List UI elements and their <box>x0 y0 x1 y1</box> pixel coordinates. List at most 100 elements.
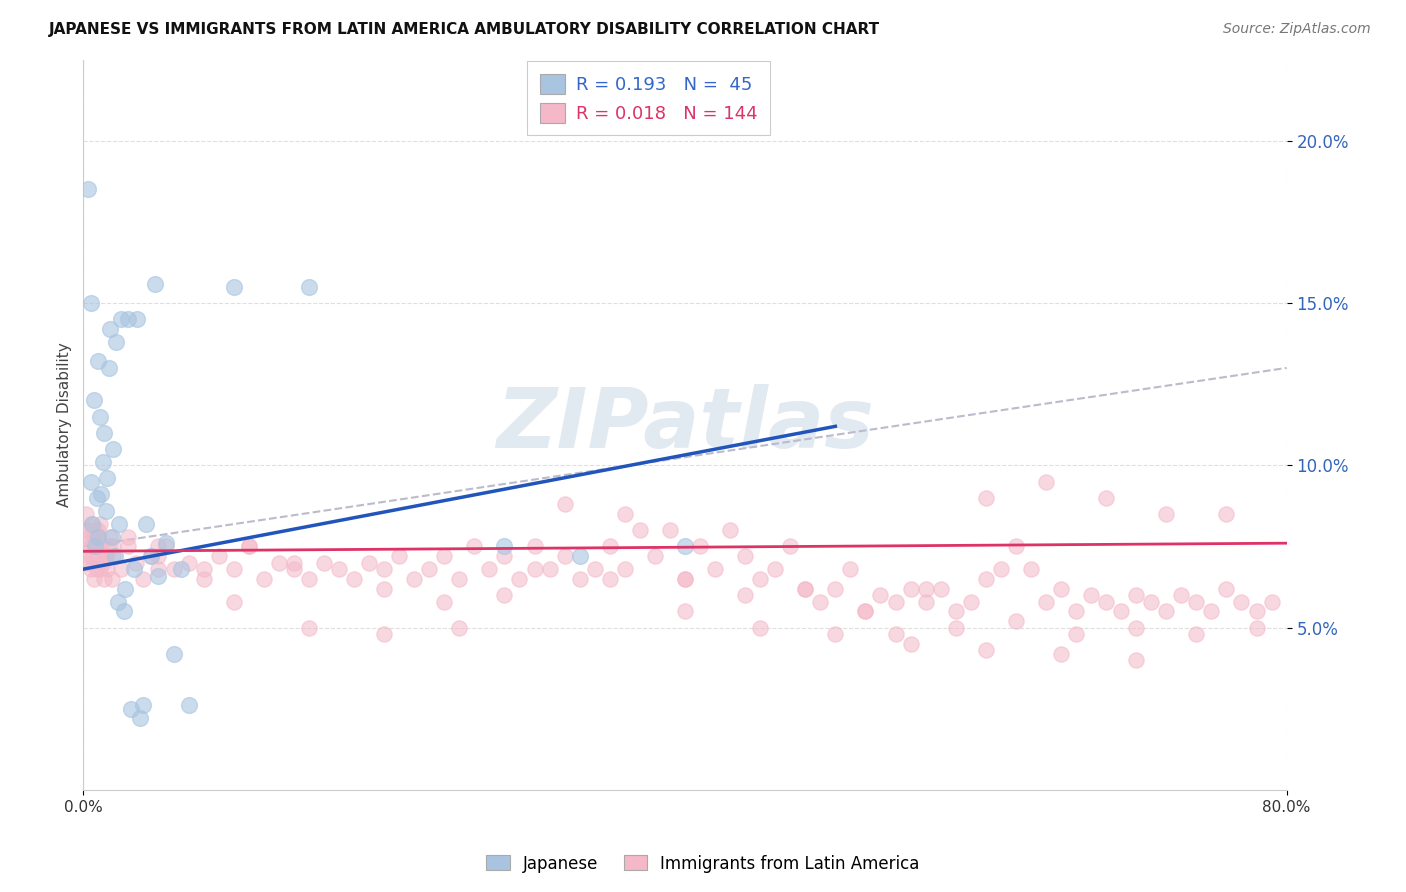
Point <box>824 582 846 596</box>
Point <box>127 312 149 326</box>
Point <box>124 562 146 576</box>
Point <box>84 540 107 554</box>
Point <box>132 572 155 586</box>
Point <box>974 572 997 586</box>
Point <box>959 594 981 608</box>
Point <box>101 530 124 544</box>
Point <box>1035 594 1057 608</box>
Point <box>93 425 115 440</box>
Point <box>298 621 321 635</box>
Point <box>945 621 967 635</box>
Point <box>80 475 103 489</box>
Point <box>80 562 103 576</box>
Point <box>148 562 170 576</box>
Point <box>253 572 276 586</box>
Point <box>87 523 110 537</box>
Point <box>478 562 501 576</box>
Point <box>900 582 922 596</box>
Point <box>83 530 105 544</box>
Point <box>96 562 118 576</box>
Point <box>76 556 98 570</box>
Point <box>1109 604 1132 618</box>
Point <box>855 604 877 618</box>
Point <box>208 549 231 563</box>
Point <box>79 549 101 563</box>
Point <box>749 621 772 635</box>
Point <box>494 588 516 602</box>
Point <box>929 582 952 596</box>
Point <box>1185 627 1208 641</box>
Point <box>120 702 142 716</box>
Point <box>1125 653 1147 667</box>
Point <box>1080 588 1102 602</box>
Point <box>117 530 139 544</box>
Point <box>89 562 111 576</box>
Point <box>974 643 997 657</box>
Point <box>75 540 97 554</box>
Point <box>1064 604 1087 618</box>
Point <box>914 594 936 608</box>
Point <box>583 562 606 576</box>
Text: ZIPatlas: ZIPatlas <box>496 384 875 466</box>
Point <box>568 572 591 586</box>
Point <box>193 562 215 576</box>
Point <box>613 507 636 521</box>
Point <box>359 556 381 570</box>
Point <box>779 540 801 554</box>
Point <box>1170 588 1192 602</box>
Point <box>1050 582 1073 596</box>
Point <box>90 540 112 554</box>
Point <box>974 491 997 505</box>
Y-axis label: Ambulatory Disability: Ambulatory Disability <box>58 343 72 507</box>
Point <box>1230 594 1253 608</box>
Point <box>80 540 103 554</box>
Point <box>613 562 636 576</box>
Point <box>298 280 321 294</box>
Point <box>749 572 772 586</box>
Legend: Japanese, Immigrants from Latin America: Japanese, Immigrants from Latin America <box>479 848 927 880</box>
Point <box>82 549 104 563</box>
Point <box>103 442 125 456</box>
Point <box>267 556 290 570</box>
Point <box>193 572 215 586</box>
Point <box>433 549 456 563</box>
Point <box>1154 604 1177 618</box>
Point <box>449 621 471 635</box>
Point <box>538 562 561 576</box>
Point <box>1215 582 1237 596</box>
Point <box>1005 540 1028 554</box>
Point <box>554 497 576 511</box>
Point <box>83 393 105 408</box>
Point <box>283 556 305 570</box>
Point <box>101 572 124 586</box>
Point <box>222 594 245 608</box>
Point <box>794 582 817 596</box>
Point <box>148 568 170 582</box>
Point <box>673 572 696 586</box>
Text: Source: ZipAtlas.com: Source: ZipAtlas.com <box>1223 22 1371 37</box>
Point <box>1215 507 1237 521</box>
Point <box>900 637 922 651</box>
Point <box>86 491 108 505</box>
Point <box>222 562 245 576</box>
Point <box>87 530 110 544</box>
Point <box>97 360 120 375</box>
Text: JAPANESE VS IMMIGRANTS FROM LATIN AMERICA AMBULATORY DISABILITY CORRELATION CHAR: JAPANESE VS IMMIGRANTS FROM LATIN AMERIC… <box>49 22 880 37</box>
Point <box>73 523 96 537</box>
Point <box>110 562 132 576</box>
Point <box>523 562 546 576</box>
Point <box>689 540 711 554</box>
Point <box>114 582 136 596</box>
Point <box>808 594 831 608</box>
Point <box>112 604 135 618</box>
Point <box>1035 475 1057 489</box>
Point <box>155 536 177 550</box>
Point <box>343 572 366 586</box>
Point <box>554 549 576 563</box>
Point <box>89 516 111 531</box>
Point <box>76 182 98 196</box>
Point <box>945 604 967 618</box>
Point <box>734 588 756 602</box>
Point <box>1140 594 1163 608</box>
Point <box>704 562 727 576</box>
